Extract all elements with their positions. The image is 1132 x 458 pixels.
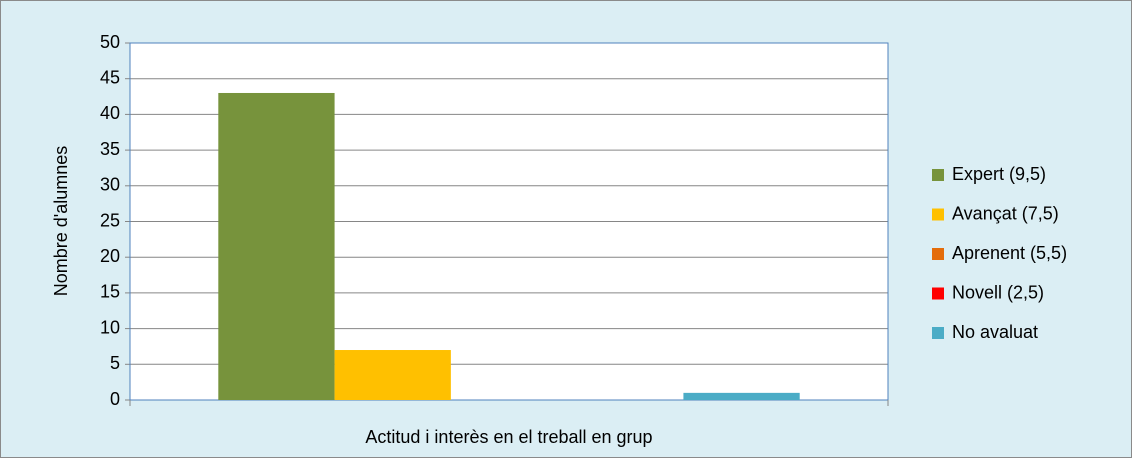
- legend-swatch: [932, 208, 944, 221]
- plot-border: [129, 42, 889, 401]
- legend-label: Aprenent (5,5): [952, 243, 1067, 263]
- y-axis-label: Nombre d'alumnes: [51, 146, 71, 297]
- legend-label: Expert (9,5): [952, 164, 1046, 184]
- legend-label: Avançat (7,5): [952, 203, 1059, 223]
- y-tick-label: 30: [100, 175, 120, 195]
- y-tick-label: 25: [100, 210, 120, 230]
- bar: [334, 350, 451, 400]
- legend-label: No avaluat: [952, 322, 1038, 342]
- y-tick-label: 5: [110, 353, 120, 373]
- legend-swatch: [932, 327, 944, 339]
- y-tick-label: 0: [110, 389, 120, 409]
- y-tick-label: 20: [100, 246, 120, 266]
- bar: [218, 92, 335, 400]
- legend-swatch: [932, 248, 944, 260]
- bar: [683, 392, 800, 400]
- legend-swatch: [932, 169, 944, 181]
- y-tick-label: 40: [100, 103, 120, 123]
- x-tick-label: Actitud i interès en el treball en grup: [365, 427, 652, 447]
- y-tick-label: 10: [100, 317, 120, 337]
- y-tick-label: 35: [100, 139, 120, 159]
- y-tick-label: 50: [100, 32, 120, 52]
- y-tick-label: 45: [100, 67, 120, 87]
- y-tick-label: 15: [100, 282, 120, 302]
- legend-swatch: [932, 287, 944, 300]
- legend-label: Novell (2,5): [952, 282, 1044, 302]
